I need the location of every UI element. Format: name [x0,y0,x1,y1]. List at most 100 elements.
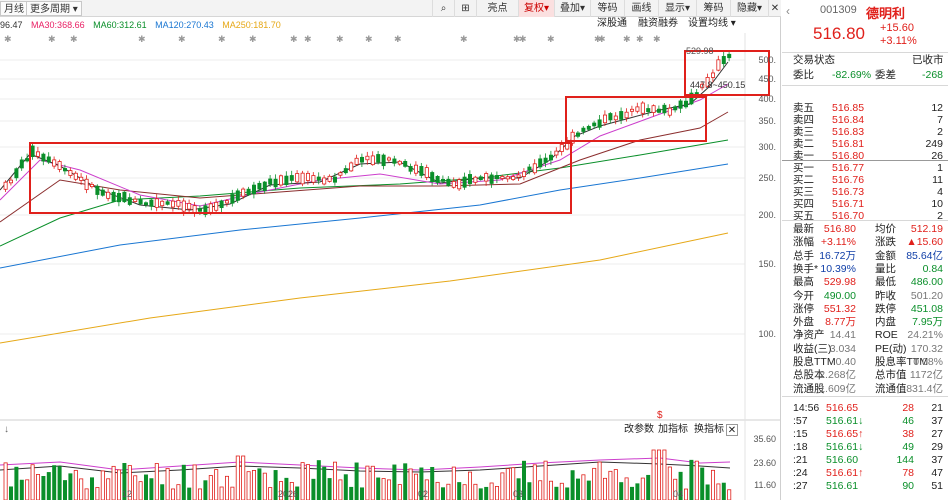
candle-body [435,175,440,183]
tick-row: :18 516.61↓ 49 29 [793,441,943,453]
nav-prev-icon[interactable]: ‹ [786,4,790,18]
ask-row: 卖四 516.84 7 [793,114,943,126]
candle-body [457,179,462,190]
search-icon[interactable]: ⌕ [432,0,454,17]
tool-code-button[interactable]: 等码 [590,0,624,17]
candlestick-chart[interactable]: ✱ ✱ ✱ ✱ ✱ ✱ ✱ ✱ ✱ ✱ ✱ ✱ ✱ ✱✱ ✱ ✱✱ ✱ ✱ ✱ $ [0,0,781,500]
volume-bar [251,470,256,500]
candle-body [473,176,478,183]
candle-body [538,158,543,168]
event-marker-star: ✱ [460,34,468,44]
ma-lines [0,61,729,344]
volume-bar [597,461,602,500]
volume-bar [90,477,95,500]
event-marker-star: ✱ [598,34,606,44]
tool-chips-button[interactable]: 筹码 [696,0,730,17]
event-marker-star: ✱ [178,34,186,44]
candle-body [214,201,219,211]
candle-body [721,56,726,65]
ma-line [0,111,729,223]
candle-body [165,201,170,205]
margin-link[interactable]: 融资融券 [638,18,678,29]
bid-row: 买二 516.76 11 [793,174,943,186]
volume-bar [532,464,537,500]
volume-bar [603,477,608,500]
indicator-collapse-icon[interactable]: ↓ [4,424,9,435]
event-marker-star: ✱ [249,34,257,44]
volume-bar [3,462,8,500]
ma-legend: 96.47 MA30:368.66 MA60:312.61 MA120:270.… [0,18,287,32]
volume-bar [711,469,716,500]
candle-body [327,175,332,182]
volume-bar [79,478,84,500]
event-marker-star: ✱ [70,34,78,44]
recent-box [684,50,770,96]
volume-bar [500,472,505,500]
ma-legend-last: 96.47 [0,20,23,30]
volume-bar [689,459,694,500]
stats-row: 流通股 1.609亿 流通值 831.4亿 [793,382,943,395]
tool-display-button[interactable]: 显示▾ [658,0,696,17]
ask-row: 卖一 516.80 26 [793,150,943,162]
signal-marker: $ [657,410,663,421]
switch-indicator-button[interactable]: 换指标 [694,424,724,435]
volume-bar [494,486,499,500]
quote-panel: ‹ 001309 德明利 516.80 +15.60 +3.11% 交易状态 已… [782,0,948,500]
candle-body [46,156,51,163]
close-icon[interactable]: ✕ [768,0,781,17]
candle-body [716,59,721,71]
candle-body [224,200,229,204]
candle-body [667,107,672,116]
event-marker-star: ✱ [653,34,661,44]
tool-highlight-button[interactable]: 亮点 [476,0,518,17]
volume-bar [684,488,689,500]
event-marker-star: ✱ [218,34,226,44]
volume-bar [565,487,570,500]
price-axis-250: 250. [758,173,776,183]
candle-body [176,200,181,207]
candle-body [84,178,89,191]
hk-connect-link[interactable]: 深股通 [597,18,627,29]
candle-body [711,72,716,78]
volume-bar [619,482,624,500]
candle-body [8,179,13,184]
candle-body [273,178,278,188]
volume-bar [662,449,667,500]
volume-bar [36,474,41,500]
volume-bar [208,475,213,500]
event-marker-star: ✱ [138,34,146,44]
volume-bar [630,486,635,500]
candle-body [68,170,73,176]
edit-params-button[interactable]: 改参数 [624,424,654,435]
kline-chart-area[interactable]: 月线 更多周期 ▾ ⌕ ⊞ 亮点 复权▾ 叠加▾ 等码 画线 显示▾ 筹码 隐藏… [0,0,781,500]
candle-body [14,168,19,179]
ma-settings-dropdown[interactable]: 设置均线 ▾ [688,18,736,29]
candle-body [592,122,597,127]
candle-body [192,205,197,213]
candle-body [570,131,575,144]
event-marker-star: ✱ [48,34,56,44]
candle-body [494,175,499,180]
tool-fuquan-button[interactable]: 复权▾ [518,0,554,17]
candle-body [381,154,386,167]
close-indicator-icon[interactable]: ✕ [726,424,738,436]
price-axis-400: 400. [758,94,776,104]
volume-bar [30,464,35,500]
more-period-dropdown[interactable]: 更多周期 ▾ [26,1,82,16]
grid-icon[interactable]: ⊞ [454,0,476,17]
price-axis-300: 300. [758,142,776,152]
add-indicator-button[interactable]: 加指标 [658,424,688,435]
volume-bar [570,470,575,500]
candle-body [197,208,202,212]
tool-draw-button[interactable]: 画线 [624,0,658,17]
event-marker-star: ✱ [304,34,312,44]
candle-body [597,119,602,128]
highlight-boxes [29,50,770,214]
volume-bar [273,470,278,500]
tool-overlay-button[interactable]: 叠加▾ [554,0,590,17]
volume-bar [657,449,662,500]
bid-row: 买五 516.70 2 [793,210,943,222]
candle-body [79,176,84,181]
volume-bar [52,465,57,500]
tool-hide-button[interactable]: 隐藏▾ [730,0,768,17]
